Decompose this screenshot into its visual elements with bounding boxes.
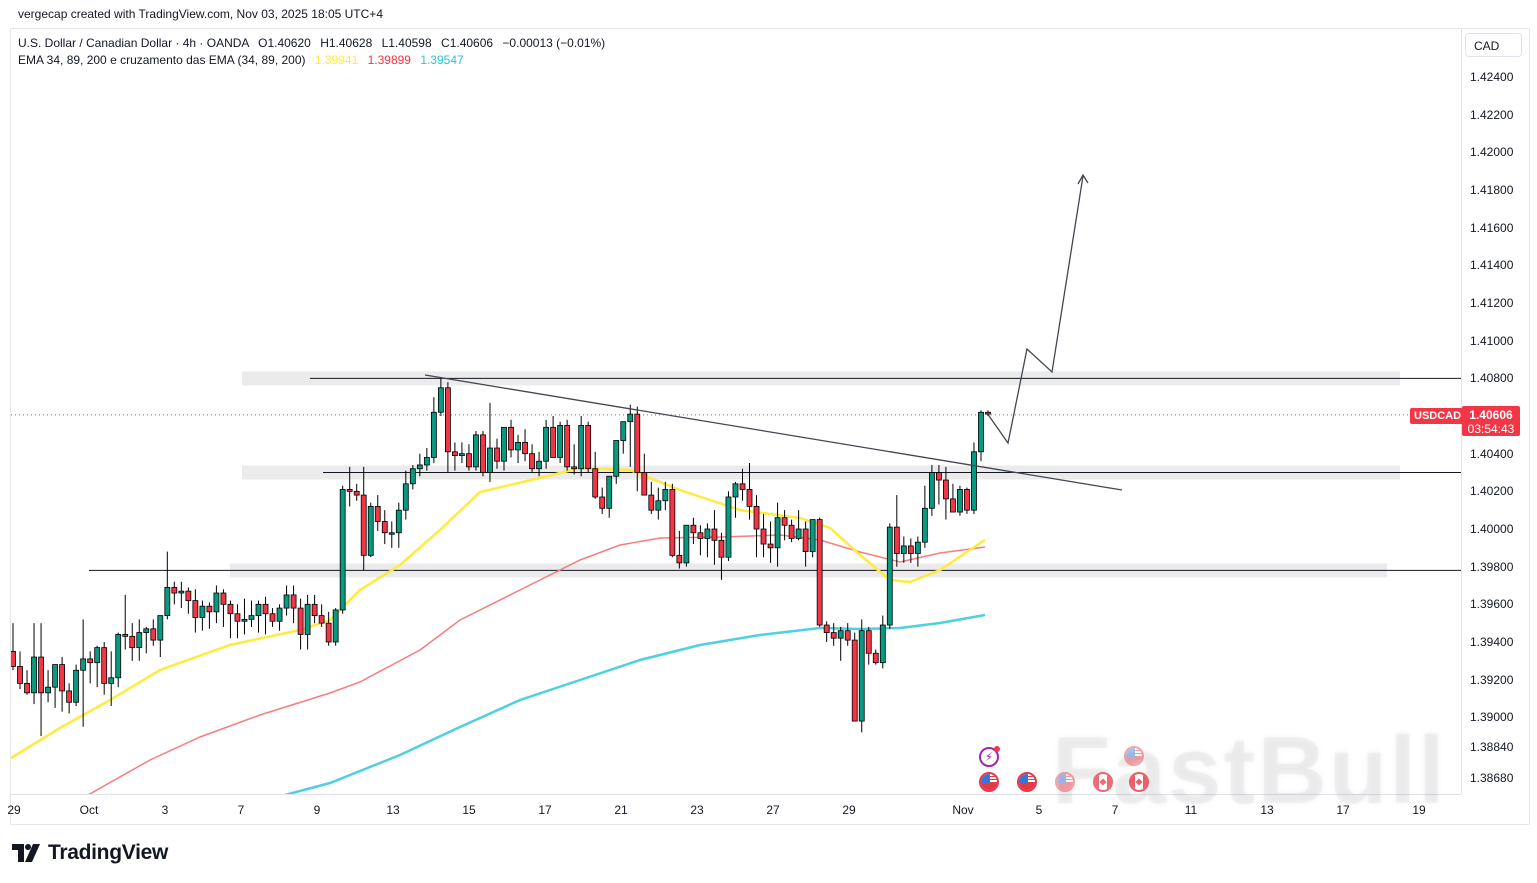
time-tick: Nov: [952, 803, 974, 817]
price-tick: 1.39200: [1470, 672, 1514, 687]
last-price-label: 1.40606 03:54:43: [1462, 406, 1520, 436]
time-tick: 29: [842, 803, 856, 817]
time-tick: 29: [7, 803, 21, 817]
price-tick: 1.42000: [1470, 145, 1514, 160]
descending-trendline[interactable]: [424, 374, 1123, 491]
price-tick: 1.38680: [1470, 770, 1514, 785]
candlesticks: [11, 378, 991, 737]
change-value: −0.00013 (−0.01%): [502, 36, 606, 50]
ema200-value: 1.39547: [420, 53, 464, 67]
time-tick: 13: [1260, 803, 1274, 817]
time-tick: 19: [1412, 803, 1426, 817]
us-event-icon[interactable]: [1124, 746, 1144, 766]
lightning-event-icon[interactable]: ⚡: [979, 746, 1000, 767]
time-tick: 7: [1111, 803, 1119, 817]
open-label: O: [258, 36, 268, 50]
time-tick: 23: [690, 803, 704, 817]
time-tick: 11: [1184, 803, 1198, 817]
price-tick: 1.39600: [1470, 597, 1514, 612]
price-tick: 1.42400: [1470, 70, 1514, 85]
us-event-icon[interactable]: [1055, 772, 1075, 792]
brand-name: TradingView: [48, 841, 169, 864]
projection-path-arrow[interactable]: [986, 175, 1084, 445]
price-tick: 1.40000: [1470, 522, 1514, 536]
time-tick: 3: [161, 803, 169, 817]
time-axis[interactable]: [10, 794, 1461, 823]
price-tick: 1.39800: [1470, 559, 1514, 574]
tradingview-logo[interactable]: TradingView: [12, 841, 168, 865]
low-label: L: [381, 36, 389, 50]
ema89-line: [88, 534, 986, 794]
time-tick: 15: [462, 803, 476, 817]
chart-frame: [10, 28, 1530, 825]
last-price-value: 1.40606: [1469, 408, 1513, 422]
ema34-value: 1.39941: [314, 53, 359, 67]
symbol-price-tag: USDCAD: [1410, 408, 1466, 424]
chart-legend: U.S. Dollar / Canadian Dollar · 4h · OAN…: [18, 35, 605, 69]
ema34-line: [11, 466, 986, 760]
high-value: 1.40628: [328, 36, 373, 50]
currency-button[interactable]: CAD: [1465, 33, 1522, 57]
close-label: C: [441, 36, 450, 50]
price-tick: 1.41000: [1470, 333, 1514, 348]
ca-event-icon[interactable]: [1093, 772, 1113, 792]
time-tick: 13: [386, 803, 400, 817]
price-tick: 1.41800: [1470, 183, 1514, 198]
low-value: 1.40598: [388, 36, 432, 50]
high-label: H: [320, 36, 329, 50]
close-value: 1.40606: [449, 36, 494, 50]
time-tick: 21: [614, 803, 628, 817]
time-tick: 7: [237, 803, 245, 817]
bar-countdown: 03:54:43: [1467, 422, 1515, 436]
price-tick: 1.40400: [1470, 446, 1514, 461]
price-tick: 1.41600: [1470, 220, 1514, 235]
price-tick: 1.41200: [1470, 296, 1514, 311]
us-event-icon[interactable]: [979, 772, 999, 792]
ema200-line: [284, 613, 986, 794]
time-tick: Oct: [79, 803, 99, 817]
symbol-description[interactable]: U.S. Dollar / Canadian Dollar · 4h · OAN…: [18, 36, 249, 50]
open-value: 1.40620: [267, 36, 311, 50]
ca-event-icon[interactable]: [1129, 772, 1149, 792]
tradingview-logo-icon: [12, 844, 40, 862]
ema89-value: 1.39899: [367, 53, 411, 67]
price-tick: 1.39400: [1470, 634, 1514, 649]
price-tick: 1.38840: [1470, 740, 1514, 755]
us-event-icon[interactable]: [1017, 772, 1037, 792]
price-tick: 1.40200: [1470, 484, 1514, 499]
indicator-row: EMA 34, 89, 200 e cruzamento das EMA (34…: [18, 52, 605, 69]
notification-dot: [994, 746, 1000, 752]
time-tick: 27: [766, 803, 780, 817]
time-tick: 17: [538, 803, 552, 817]
symbol-ohlc-row: U.S. Dollar / Canadian Dollar · 4h · OAN…: [18, 35, 605, 52]
chart-credit: vergecap created with TradingView.com, N…: [18, 7, 383, 21]
indicator-name[interactable]: EMA 34, 89, 200 e cruzamento das EMA (34…: [18, 53, 306, 67]
time-tick: 9: [313, 803, 321, 817]
price-tick: 1.42200: [1470, 107, 1514, 122]
arrow-head-icon: [1077, 173, 1089, 185]
time-tick: 5: [1035, 803, 1043, 817]
price-tick: 1.41400: [1470, 258, 1514, 273]
price-tick: 1.40800: [1470, 371, 1514, 386]
price-tick: 1.39000: [1470, 710, 1514, 725]
time-tick: 17: [1336, 803, 1350, 817]
